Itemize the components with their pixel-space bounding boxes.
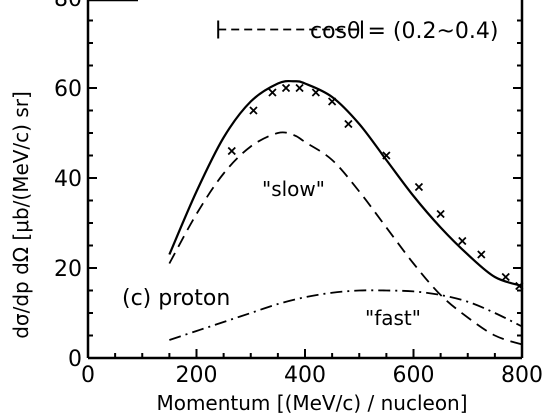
cos-theta-range-bar xyxy=(217,20,363,39)
data-point xyxy=(515,281,524,291)
x-tick-label: 600 xyxy=(393,363,435,388)
total-curve xyxy=(168,79,523,288)
y-tick-label: 0 xyxy=(68,347,82,372)
data-point xyxy=(249,106,258,115)
data-point xyxy=(281,83,291,93)
data-point xyxy=(501,272,510,282)
y-tick-label: 80 xyxy=(54,0,82,12)
x-axis-title: Momentum [(MeV/c) / nucleon] xyxy=(156,391,467,415)
x-tick-label: 400 xyxy=(284,363,326,388)
slow-curve xyxy=(168,131,523,346)
y-tick-label: 20 xyxy=(54,257,82,282)
fast-label: "fast" xyxy=(365,306,421,330)
data-point xyxy=(311,88,320,97)
slow-label: "slow" xyxy=(262,177,325,201)
data-point xyxy=(268,88,277,97)
data-point xyxy=(327,97,337,106)
tick-labels: 0 200 400 600 800 0 20 40 60 80 xyxy=(54,0,543,388)
y-tick-label: 40 xyxy=(54,167,82,192)
data-point xyxy=(477,250,486,259)
data-point xyxy=(344,119,353,129)
x-tick-label: 200 xyxy=(176,363,218,388)
y-tick-label: 60 xyxy=(54,77,82,102)
data-point xyxy=(458,236,467,246)
ticks xyxy=(87,19,523,359)
data-point xyxy=(227,146,236,156)
angle-range-label: cosθ = (0.2~0.4) xyxy=(310,19,498,44)
curves xyxy=(168,79,523,346)
data-point xyxy=(295,83,304,93)
data-point xyxy=(382,151,391,160)
data-point xyxy=(414,182,424,192)
x-tick-label: 800 xyxy=(501,363,543,388)
data-markers xyxy=(227,83,524,291)
data-point xyxy=(436,209,445,219)
fast-curve xyxy=(169,289,523,341)
panel-label: (c) proton xyxy=(122,286,230,311)
x-tick-label: 0 xyxy=(81,363,95,388)
y-axis-title: dσ/dp dΩ [μb/(MeV/c) sr] xyxy=(9,91,33,339)
